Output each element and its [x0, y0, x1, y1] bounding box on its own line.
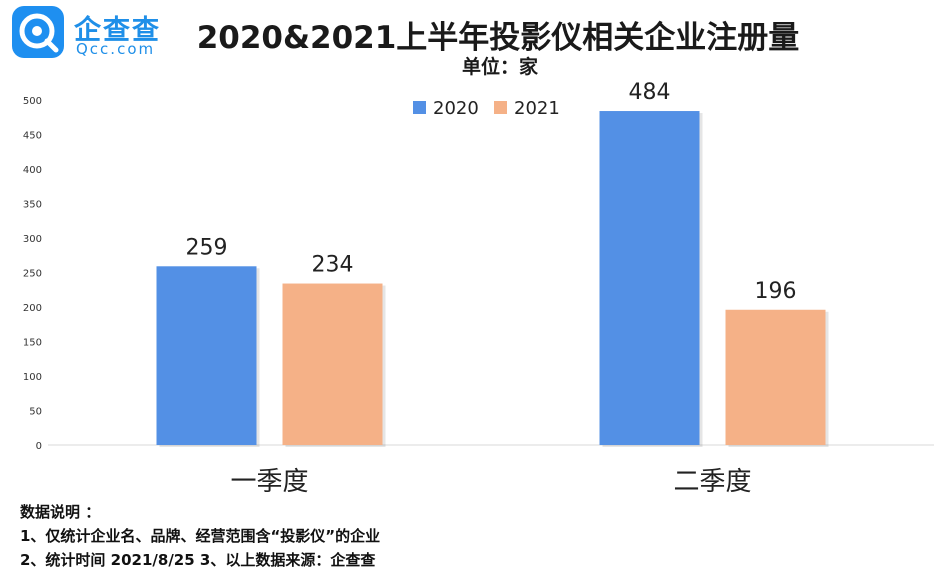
y-tick-label-6: 300	[23, 234, 42, 245]
qcc-logo: 企查查 Qcc.com	[12, 6, 182, 62]
legend-label-2021: 2021	[514, 98, 560, 119]
notes-heading: 数据说明 ：	[20, 503, 101, 521]
data-label-2021-1: 196	[755, 279, 797, 304]
y-tick-label-8: 400	[23, 165, 42, 176]
notes-line-1: 1、仅统计企业名、品牌、经营范围含“投影仪”的企业	[20, 527, 381, 545]
data-label-2021-0: 234	[312, 253, 354, 278]
y-tick-label-7: 350	[23, 200, 42, 211]
qcc-logo-icon	[12, 6, 64, 58]
y-tick-label-9: 450	[23, 131, 42, 142]
legend-swatch-2020	[413, 101, 426, 114]
chart-title: 2020&2021上半年投影仪相关企业注册量	[196, 20, 800, 56]
data-label-2020-1: 484	[629, 80, 671, 105]
y-tick-label-2: 100	[23, 372, 42, 383]
y-tick-label-5: 250	[23, 269, 42, 280]
data-label-2020-0: 259	[186, 235, 228, 260]
bar-2020-1	[599, 111, 700, 445]
unit-label: 单位：家	[461, 56, 538, 78]
y-tick-label-4: 200	[23, 303, 42, 314]
bar-2021-0	[282, 283, 383, 445]
y-tick-label-3: 150	[23, 338, 42, 349]
bar-2020-0	[156, 266, 257, 445]
y-tick-label-1: 50	[29, 407, 42, 418]
x-tick-label-0: 一季度	[230, 467, 308, 497]
legend-label-2020: 2020	[433, 98, 479, 119]
x-tick-label-1: 二季度	[673, 467, 751, 497]
y-tick-label-0: 0	[36, 441, 42, 452]
bar-chart: 0 50 100 150 200 250 300 350 400 450 500 259 234 一季度 4…	[23, 80, 934, 497]
legend-swatch-2021	[494, 101, 507, 114]
bar-2021-1	[725, 309, 826, 445]
logo-domain: Qcc.com	[76, 40, 156, 58]
data-notes: 数据说明 ： 1、仅统计企业名、品牌、经营范围含“投影仪”的企业 2、统计时间 …	[20, 500, 380, 572]
logo-name: 企查查	[74, 15, 161, 46]
y-tick-label-10: 500	[23, 96, 42, 107]
notes-line-2: 2、统计时间 2021/8/25 3、以上数据来源：企查查	[20, 551, 376, 569]
